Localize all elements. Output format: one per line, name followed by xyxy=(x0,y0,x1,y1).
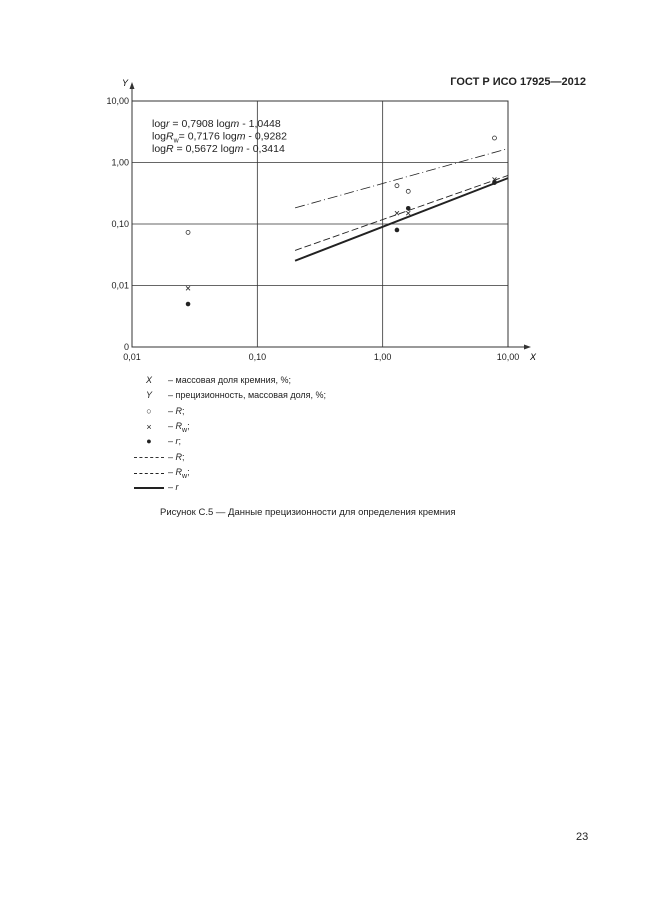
fit-line-R xyxy=(294,148,509,209)
legend-text: – прецизионность, массовая доля, %; xyxy=(168,390,327,401)
x-arrow-head xyxy=(524,344,531,350)
point-Rw xyxy=(394,210,400,216)
equation: logRw= 0,7176 logm - 0,9282 xyxy=(152,131,287,145)
point-R xyxy=(492,135,497,141)
point-Rw xyxy=(185,285,191,291)
point-Rw xyxy=(405,210,411,216)
x-axis-label: X xyxy=(529,352,537,362)
y-axis-label: Y xyxy=(122,78,129,88)
fit-line-Rw xyxy=(294,175,509,251)
legend-symbol: × xyxy=(146,422,152,433)
point-R xyxy=(394,183,400,189)
point-Rw xyxy=(492,177,497,182)
legend-item: – Rw; xyxy=(130,467,190,480)
x-tick-label: 0,10 xyxy=(249,352,267,362)
legend-symbol: Y xyxy=(145,390,152,401)
figure-caption: Рисунок С.5 — Данные прецизионности для … xyxy=(160,507,456,518)
legend-symbol: X xyxy=(145,375,152,385)
legend-item: – r xyxy=(130,482,179,492)
legend-item: Y – прецизионность, массовая доля, %; xyxy=(130,390,326,400)
legend-text: – R; xyxy=(168,405,185,416)
y-arrow-head xyxy=(129,82,135,89)
point-r xyxy=(394,227,400,233)
x-tick-label: 10,00 xyxy=(497,352,520,362)
legend-text: – Rw; xyxy=(168,466,190,480)
equation: logr = 0,7908 logm - 1,0448 xyxy=(152,118,281,130)
fit-line-r xyxy=(294,177,509,262)
document-header: ГОСТ Р ИСО 17925—2012 xyxy=(450,76,586,88)
legend-text: – Rw; xyxy=(168,420,190,434)
y-tick-label: 0 xyxy=(124,342,129,352)
y-tick-label: 0,10 xyxy=(111,219,129,229)
y-tick-label: 10,00 xyxy=(106,96,129,106)
point-r xyxy=(185,301,191,307)
point-R xyxy=(185,230,191,235)
legend-symbol xyxy=(130,452,168,462)
x-tick-label: 1,00 xyxy=(374,352,392,362)
x-tick-label: 0,01 xyxy=(123,352,141,362)
point-r xyxy=(492,180,497,185)
legend-text: – R; xyxy=(168,451,185,462)
point-r xyxy=(405,206,411,211)
legend-item: – R; xyxy=(130,452,185,462)
legend-symbol xyxy=(130,482,168,492)
legend-symbol: ○ xyxy=(146,405,152,416)
y-tick-label: 0,01 xyxy=(111,281,129,291)
legend-symbol xyxy=(130,468,168,478)
equation: logR = 0,5672 logm - 0,3414 xyxy=(152,143,285,155)
legend-text: – массовая доля кремния, %; xyxy=(168,375,292,385)
legend-text: – r xyxy=(168,482,179,493)
point-R xyxy=(405,188,411,194)
y-tick-label: 1,00 xyxy=(111,158,129,168)
page-number: 23 xyxy=(576,831,589,843)
legend-item: × – Rw; xyxy=(130,420,190,434)
legend-item: ○ – R; xyxy=(130,405,185,416)
legend-item: ● – r; xyxy=(130,436,181,446)
legend-symbol: ● xyxy=(146,436,152,447)
legend-item: X – массовая доля кремния, %; xyxy=(130,375,291,385)
legend-text: – r; xyxy=(168,436,182,447)
